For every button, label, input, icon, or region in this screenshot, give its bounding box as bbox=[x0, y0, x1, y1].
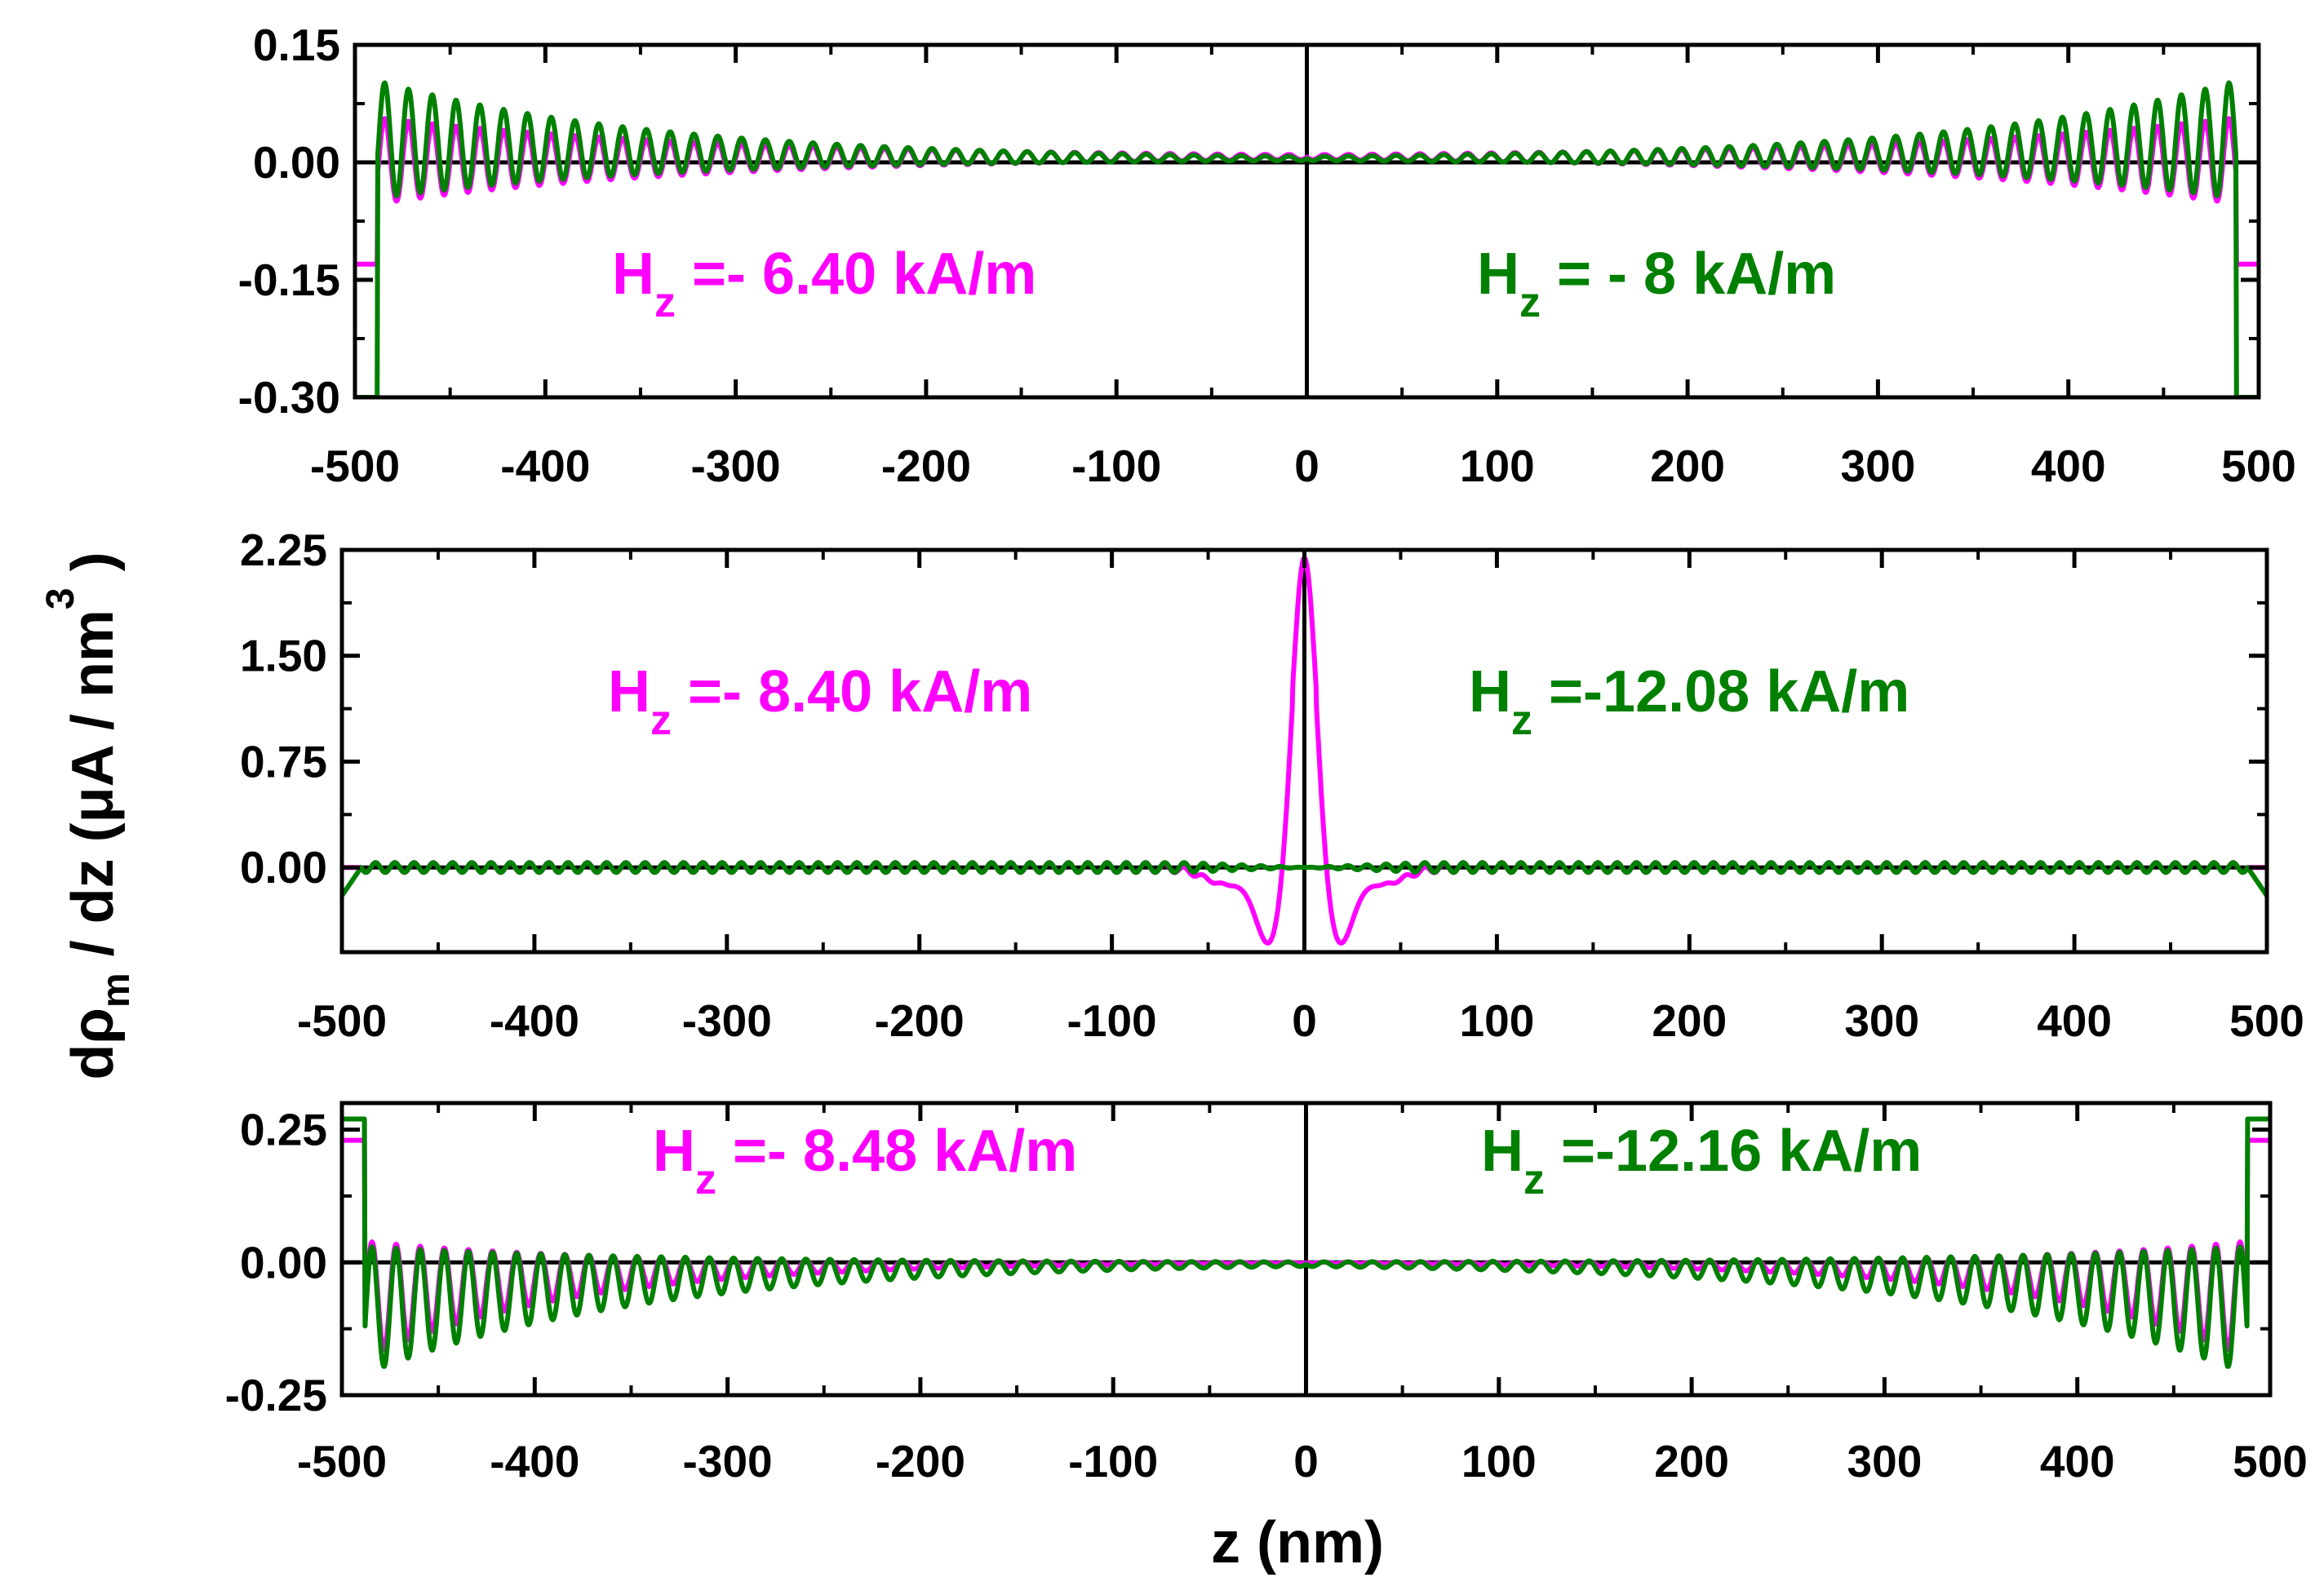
y-tick-label: 0.25 bbox=[240, 1105, 327, 1155]
x-tick-label: 100 bbox=[1460, 441, 1535, 491]
annotation-green: Hz = - 8 kA/m bbox=[1477, 242, 1836, 326]
y-tick-label: -0.25 bbox=[225, 1370, 327, 1420]
y-axis-title-end: ) bbox=[60, 552, 126, 587]
annotation-green: Hz =-12.16 kA/m bbox=[1481, 1119, 1922, 1203]
x-tick-label: 100 bbox=[1461, 1436, 1537, 1487]
x-tick-label: 100 bbox=[1460, 995, 1535, 1046]
panel-middle: -500 -400 -300 -200 -100 0 100 200 300 400 500 0.00… bbox=[240, 525, 2304, 1046]
x-tick-label: -100 bbox=[1071, 441, 1161, 491]
x-tick-label: -200 bbox=[875, 995, 965, 1046]
y-axis-title-sup: 3 bbox=[39, 587, 82, 609]
y-axis-title-base: dρ bbox=[60, 1008, 126, 1080]
annotation-magenta: Hz =- 6.40 kA/m bbox=[612, 242, 1036, 326]
x-tick-label: -500 bbox=[297, 1436, 387, 1487]
y-axis-title-sub: m bbox=[95, 973, 138, 1008]
y-tick-label: 0.75 bbox=[240, 736, 327, 787]
x-tick-label: 300 bbox=[1844, 995, 1919, 1046]
y-tick-label: 0.00 bbox=[240, 842, 327, 893]
series-line-green bbox=[342, 1116, 2270, 1369]
x-tick-label: 500 bbox=[2229, 995, 2304, 1046]
series-line-green bbox=[355, 80, 2259, 397]
x-tick-label: -500 bbox=[310, 441, 400, 491]
x-tick-label: 0 bbox=[1292, 995, 1317, 1046]
x-tick-label: 200 bbox=[1654, 1436, 1729, 1487]
series-group bbox=[355, 80, 2259, 397]
x-tick-label: -300 bbox=[683, 1436, 773, 1487]
series-line-green bbox=[342, 860, 2267, 897]
y-tick-label: 2.25 bbox=[240, 525, 327, 575]
x-tick-label: 500 bbox=[2233, 1436, 2308, 1487]
x-tick-label: 300 bbox=[1847, 1436, 1923, 1487]
series-group bbox=[342, 1116, 2270, 1369]
y-axis-title-rest: / dz (μA / nm bbox=[60, 609, 126, 973]
x-tick-label: 300 bbox=[1841, 441, 1916, 491]
panel-bottom: -500 -400 -300 -200 -100 0 100 200 300 400 500 -0.2… bbox=[225, 1101, 2308, 1487]
y-tick-label: -0.30 bbox=[238, 372, 340, 423]
x-tick-label: 400 bbox=[2031, 441, 2106, 491]
annotation-magenta: Hz =- 8.40 kA/m bbox=[608, 659, 1032, 744]
x-tick-label: -100 bbox=[1068, 1436, 1158, 1487]
x-tick-label: -400 bbox=[500, 441, 590, 491]
x-tick-label: 200 bbox=[1652, 995, 1727, 1046]
x-tick-label: 500 bbox=[2221, 441, 2296, 491]
x-tick-label: 0 bbox=[1293, 1436, 1319, 1487]
x-tick-label: -200 bbox=[881, 441, 971, 491]
x-axis-title: z (nm) bbox=[1211, 1510, 1384, 1575]
y-axis-title: dρm / dz (μA / nm3 ) bbox=[39, 552, 138, 1079]
x-tick-label: 200 bbox=[1650, 441, 1725, 491]
y-tick-label: 1.50 bbox=[240, 631, 327, 681]
x-tick-label: -400 bbox=[490, 1436, 579, 1487]
x-tick-label: -400 bbox=[490, 995, 579, 1046]
x-tick-label: -500 bbox=[297, 995, 387, 1046]
y-tick-label: 0.15 bbox=[253, 20, 340, 70]
x-tick-label: -100 bbox=[1067, 995, 1157, 1046]
y-tick-label: 0.00 bbox=[240, 1237, 327, 1287]
x-tick-label: 0 bbox=[1294, 441, 1319, 491]
x-tick-label: -300 bbox=[682, 995, 772, 1046]
x-tick-label: 400 bbox=[2040, 1436, 2115, 1487]
annotation-magenta: Hz =- 8.48 kA/m bbox=[653, 1119, 1077, 1203]
x-tick-label: -200 bbox=[876, 1436, 965, 1487]
annotation-green: Hz =-12.08 kA/m bbox=[1469, 659, 1909, 744]
svg-text:dρm / dz (μA / nm3 ): dρm / dz (μA / nm3 ) bbox=[39, 552, 138, 1079]
y-tick-label: -0.15 bbox=[238, 255, 340, 305]
y-tick-label: 0.00 bbox=[253, 137, 340, 188]
x-tick-label: 400 bbox=[2037, 995, 2112, 1046]
panel-top: -500 -400 -300 -200 -100 0 100 200 300 400 500 -0.3… bbox=[238, 20, 2296, 491]
x-tick-label: -300 bbox=[691, 441, 781, 491]
